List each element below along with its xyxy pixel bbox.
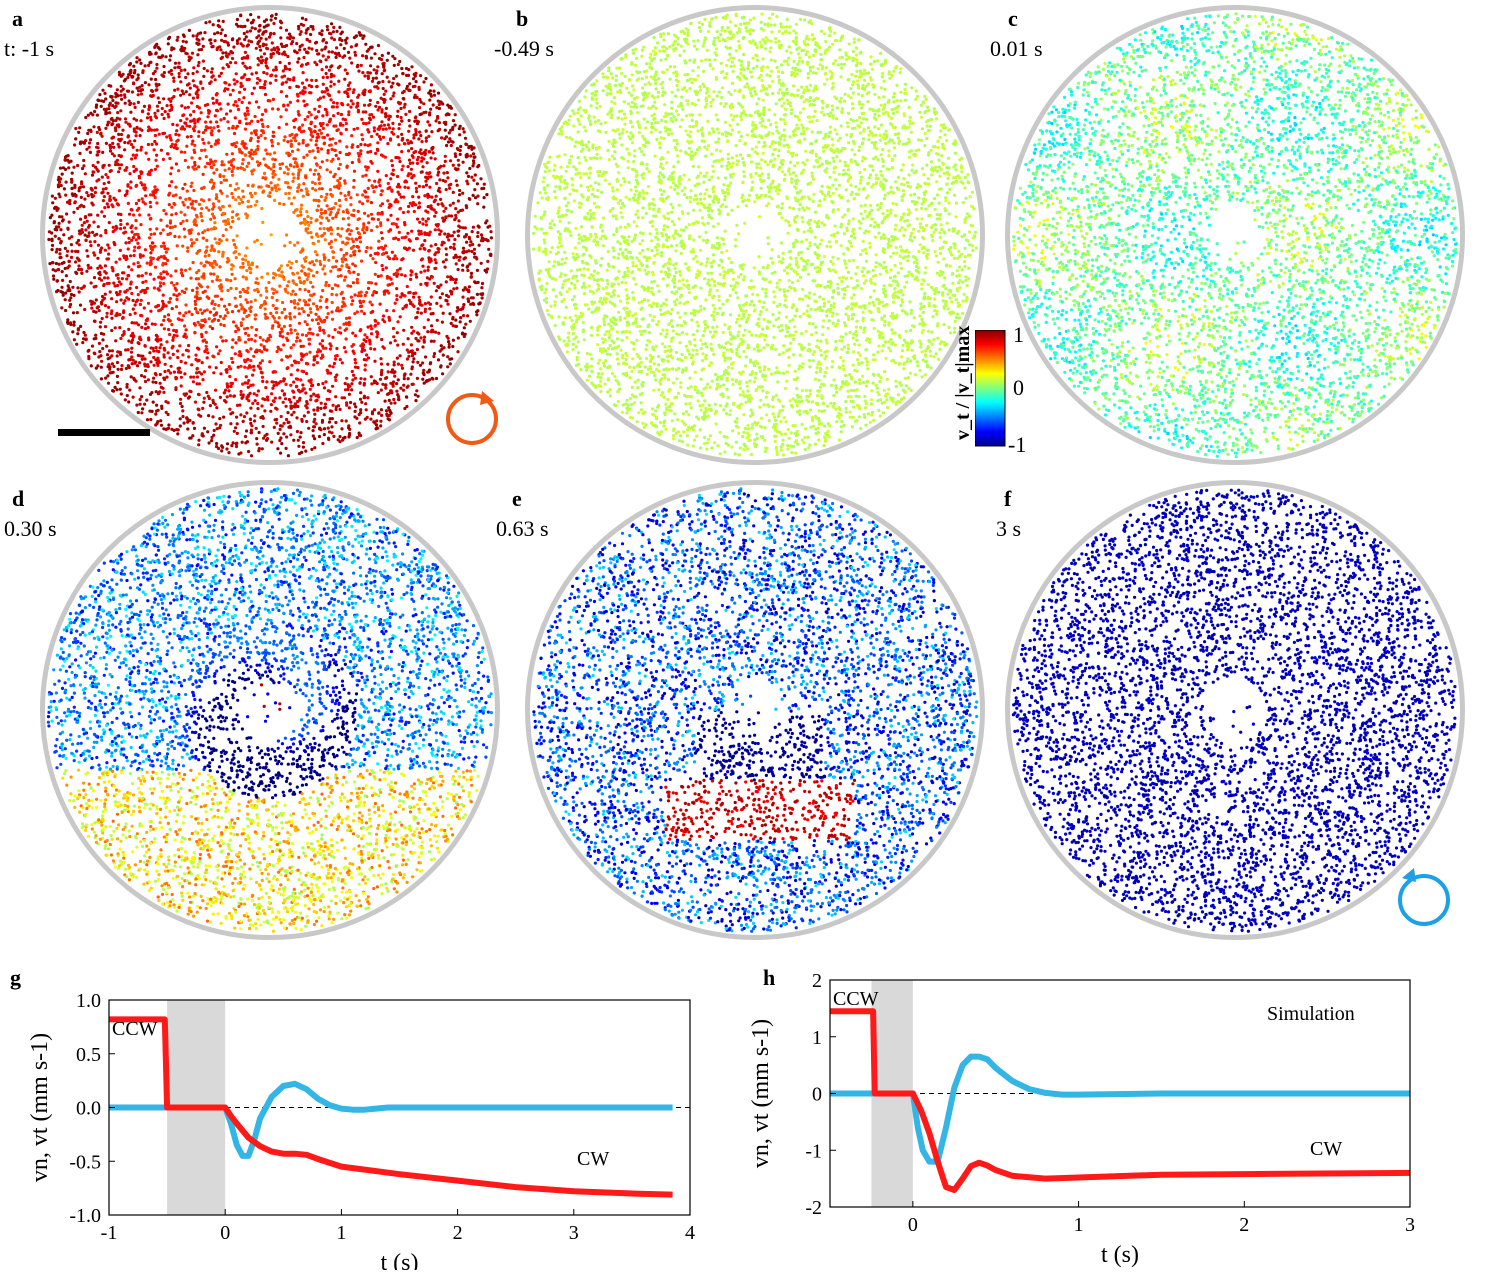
colorbar-tick-zero: 0 xyxy=(1013,375,1024,401)
y-tick-label: 0 xyxy=(812,1084,822,1106)
chart-g: -1 0 1 2 3 4 1.0 0.5 0.0 -0.5 -1.0 t (s) vn, vt (mm … xyxy=(10,965,695,1270)
particle-disc-e xyxy=(525,480,985,940)
simulation-label: Simulation xyxy=(1267,1003,1355,1025)
y-tick-label: -0.5 xyxy=(69,1151,101,1173)
y-axis-label: vn, vt (mm s-1) xyxy=(27,1033,53,1182)
panel-time-a: t: -1 s xyxy=(4,36,54,62)
y-tick-label: 1 xyxy=(812,1027,822,1049)
y-axis-label: vn, vt (mm s-1) xyxy=(748,1019,774,1168)
y-tick-label: 1.0 xyxy=(76,990,101,1012)
x-tick-label: 3 xyxy=(569,1222,579,1244)
ccw-rotation-icon xyxy=(446,391,498,445)
x-tick-label: 4 xyxy=(685,1222,695,1244)
x-tick-label: 3 xyxy=(1405,1214,1415,1236)
x-axis-label: t (s) xyxy=(1101,1242,1139,1268)
series-vt xyxy=(830,1008,1411,1193)
x-tick-label: 1 xyxy=(336,1222,346,1244)
series-vn xyxy=(109,1080,673,1159)
x-tick-label: 2 xyxy=(1239,1214,1249,1236)
panel-letter-h: h xyxy=(763,965,775,990)
panel-letter-c: c xyxy=(1008,6,1018,32)
colorbar xyxy=(975,330,1006,447)
panel-letter-d: d xyxy=(12,486,24,512)
y-tick-label: -1 xyxy=(805,1140,822,1162)
annotation-ccw: CCW xyxy=(833,988,879,1010)
x-tick-label: 2 xyxy=(453,1222,463,1244)
series-vt xyxy=(109,1016,673,1198)
y-tick-label: -2 xyxy=(805,1197,822,1219)
panel-time-b: -0.49 s xyxy=(494,36,554,62)
cw-rotation-icon xyxy=(1398,868,1450,926)
y-tick-label: -1.0 xyxy=(69,1205,101,1227)
annotation-cw: CW xyxy=(1310,1138,1342,1160)
x-tick-label: -1 xyxy=(101,1222,118,1244)
particle-disc-b xyxy=(525,5,985,465)
panel-letter-b: b xyxy=(516,6,528,32)
particle-disc-f xyxy=(1005,480,1465,940)
chart-h: 0 1 2 3 2 1 0 -1 -2 t (s) vn, vt (mm s-1) h CCW CW Sim… xyxy=(748,965,1415,1268)
colorbar-tick-max: 1 xyxy=(1013,322,1024,348)
panel-letter-e: e xyxy=(512,486,522,512)
y-tick-label: 2 xyxy=(812,970,822,992)
colorbar-tick-min: -1 xyxy=(1008,432,1026,458)
particle-disc-c xyxy=(1005,5,1465,465)
y-tick-label: 0.5 xyxy=(76,1044,101,1066)
particle-disc-d xyxy=(40,480,500,940)
series-vn xyxy=(830,1053,1410,1165)
x-axis-label: t (s) xyxy=(381,1250,419,1270)
x-tick-label: 1 xyxy=(1074,1214,1084,1236)
panel-time-e: 0.63 s xyxy=(496,516,549,542)
annotation-ccw: CCW xyxy=(112,1018,158,1040)
panel-time-f: 3 s xyxy=(996,516,1021,542)
panel-time-d: 0.30 s xyxy=(4,516,57,542)
panel-time-c: 0.01 s xyxy=(990,36,1043,62)
colorbar-title: v_t / |v_t|max xyxy=(952,326,975,440)
y-tick-label: 0.0 xyxy=(76,1098,101,1120)
panel-letter-g: g xyxy=(10,965,21,990)
particle-disc-a xyxy=(40,5,500,465)
panel-letter-f: f xyxy=(1004,486,1011,512)
panel-letter-a: a xyxy=(12,6,23,32)
scale-bar xyxy=(58,429,150,436)
x-tick-label: 0 xyxy=(908,1214,918,1236)
annotation-cw: CW xyxy=(577,1148,609,1170)
x-tick-label: 0 xyxy=(220,1222,230,1244)
